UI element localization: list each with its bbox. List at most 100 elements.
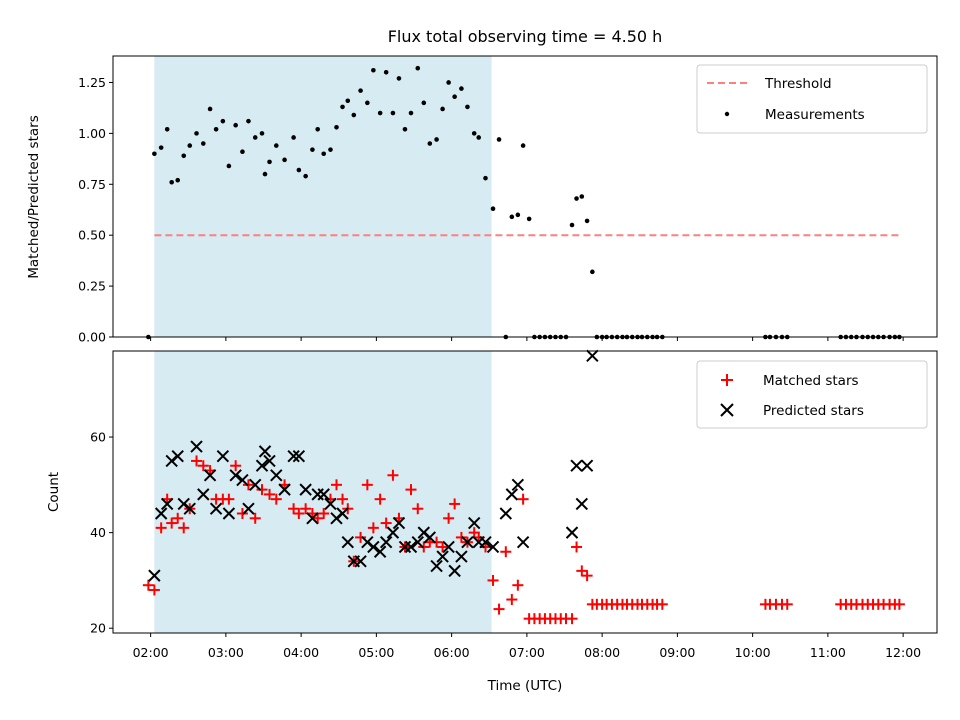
predicted-star-point [154,507,168,520]
matched-star-point [437,541,449,553]
matched-star-point [230,460,242,472]
measurement-point [310,147,315,152]
measurement-point [408,110,414,116]
top-y-axis-label: Matched/Predicted stars [26,115,42,278]
matched-star-point [300,503,312,515]
matched-star-point [893,598,905,610]
measurement-point [334,124,339,130]
predicted-star-point [586,349,599,362]
x-tick-label: 04:00 [283,645,319,660]
top-y-tick-label: 1.00 [78,126,106,141]
measurement-point [390,110,396,116]
bottom-panel: 20 40 60 02:00 03:00 04:00 05:00 06:00 07:00 08:0… [46,349,938,694]
matched-star-point [337,493,349,505]
measurement-point [181,153,187,159]
predicted-star-point [442,540,455,554]
measurement-point [584,218,590,224]
matched-star-point [288,503,300,515]
matched-star-point [197,460,209,472]
measurement-point [490,206,496,212]
predicted-star-point [209,502,223,515]
matched-star-point [191,455,203,467]
measurement-point [303,173,308,179]
measurement-point [169,179,174,185]
measurement-point [452,94,457,100]
measurement-point [152,151,157,157]
measurement-point [515,212,521,218]
matched-star-point [178,522,190,534]
x-tick-label: 05:00 [358,645,394,660]
legend-measurements-label: Measurements [765,107,865,123]
matched-star-point [781,598,793,610]
matched-star-point [449,498,461,510]
matched-star-point [487,574,499,586]
top-legend: Threshold Measurements [696,64,928,134]
matched-star-point [412,503,424,515]
measurement-point [569,222,575,228]
measurement-point [328,147,333,152]
measurement-point [340,104,345,110]
predicted-star-point [317,488,330,501]
predicted-star-point [455,550,468,563]
predicted-star-point [306,512,319,525]
bottom-y-tick-label: 40 [90,525,106,540]
matched-star-point [318,508,330,520]
predicted-star-point [222,507,236,520]
predicted-star-point [404,540,418,554]
bottom-y-tick-label: 20 [90,621,106,636]
predicted-star-point [467,516,481,530]
matched-star-point [380,517,392,529]
top-y-tick-label: 1.25 [78,75,106,90]
predicted-star-point [263,454,276,468]
predicted-star-point [229,469,242,482]
measurement-point [207,106,213,112]
predicted-star-point [278,483,291,496]
bottom-observing-window-span [154,351,492,633]
predicted-star-point [270,469,283,482]
predicted-star-point [354,555,367,568]
predicted-star-point [448,564,461,578]
bottom-legend: Matched stars Predicted stars [696,360,928,429]
measurement-point [427,141,433,146]
predicted-star-point [565,526,579,539]
top-y-tick-label: 0.75 [78,177,106,192]
measurement-point [465,104,470,110]
predicted-star-point [324,497,337,511]
measurement-point [520,143,526,148]
x-tick-label: 10:00 [735,645,771,660]
measurement-point [446,80,451,85]
predicted-star-point [570,459,583,472]
legend-matched-swatch [721,374,733,386]
measurement-point [246,118,251,124]
measurement-point [471,131,477,136]
top-legend-box [696,64,928,134]
bottom-y-axis-label: Count [46,472,62,512]
measurement-point [574,196,579,201]
matched-star-point [172,512,184,524]
matched-star-point [581,570,593,582]
predicted-star-point [190,440,203,453]
predicted-star-point [373,545,387,558]
predicted-star-point [575,497,589,511]
predicted-star-point [436,550,449,563]
x-tick-label: 11:00 [810,645,846,660]
matched-star-point [249,512,261,524]
predicted-star-point [183,502,196,515]
matched-star-point [571,541,583,553]
matched-star-point [361,479,373,491]
x-tick-label: 06:00 [434,645,470,660]
measurement-point [296,167,302,173]
measurement-point [434,137,439,142]
bottom-axes-frame [112,350,938,634]
predicted-star-point [258,445,272,458]
matched-star-point [312,512,324,524]
matched-star-point [223,493,235,505]
top-axis-ticks: 0.00 0.25 0.50 0.75 1.00 1.25 [78,75,904,345]
predicted-star-point [255,459,269,472]
matched-star-point [330,479,342,491]
predicted-star-point [287,449,300,463]
legend-matched-label: Matched stars [763,373,859,389]
predicted-star-point [461,535,474,549]
matched-star-point [355,531,367,543]
measurement-point [358,88,363,93]
